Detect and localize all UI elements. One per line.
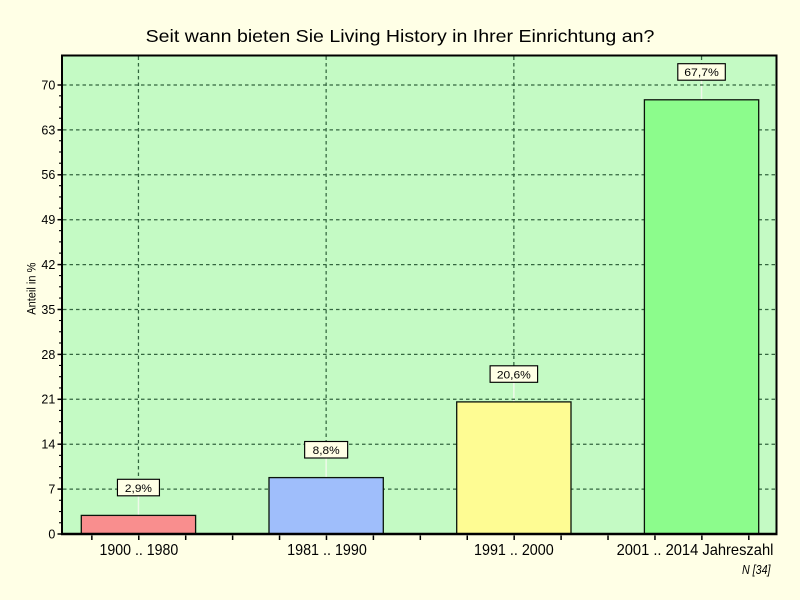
svg-text:1900 .. 1980: 1900 .. 1980 [100,542,179,559]
svg-text:35: 35 [41,303,55,317]
svg-text:1991 .. 2000: 1991 .. 2000 [474,542,554,559]
svg-text:N [34]: N [34] [742,563,771,577]
svg-text:42: 42 [41,258,55,272]
svg-text:28: 28 [41,348,55,362]
svg-text:67,7%: 67,7% [684,67,719,79]
svg-text:63: 63 [41,123,55,137]
svg-text:Anteil in %: Anteil in % [25,263,39,315]
svg-text:1981 .. 1990: 1981 .. 1990 [287,542,367,559]
svg-text:14: 14 [41,438,55,452]
svg-text:70: 70 [41,78,55,92]
svg-text:56: 56 [41,168,55,182]
svg-text:21: 21 [41,393,55,407]
svg-text:0: 0 [48,527,55,541]
svg-text:2001 .. 2014 Jahreszahl: 2001 .. 2014 Jahreszahl [617,542,774,559]
svg-text:7: 7 [48,483,55,497]
svg-text:20,6%: 20,6% [497,369,531,381]
svg-text:Seit wann bieten Sie Living Hi: Seit wann bieten Sie Living History in I… [146,26,655,46]
svg-text:49: 49 [41,213,55,227]
svg-text:2,9%: 2,9% [125,483,152,495]
svg-text:8,8%: 8,8% [313,445,340,457]
